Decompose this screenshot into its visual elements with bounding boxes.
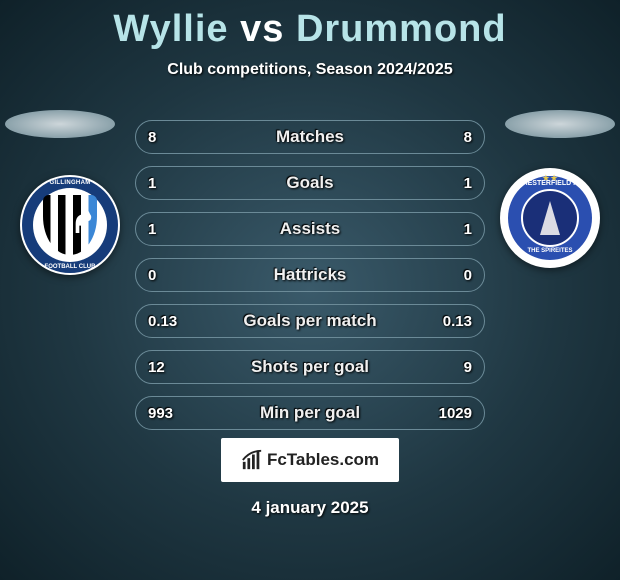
vs-text: vs	[240, 8, 284, 50]
fctables-watermark: FcTables.com	[221, 438, 399, 482]
stat-label: Assists	[208, 219, 412, 239]
stat-row: 0.13 Goals per match 0.13	[135, 304, 485, 338]
stat-row: 993 Min per goal 1029	[135, 396, 485, 430]
stat-label: Hattricks	[208, 265, 412, 285]
player1-name: Wyllie	[113, 8, 228, 50]
stat-left-value: 1	[148, 221, 208, 238]
stat-label: Goals	[208, 173, 412, 193]
stat-right-value: 1029	[412, 405, 472, 422]
spire-icon	[540, 201, 560, 235]
horse-icon	[72, 209, 94, 235]
right-club-crest: ★★ CHESTERFIELD FC THE SPIREITES	[500, 168, 600, 268]
gillingham-badge: GILLINGHAM FOOTBALL CLUB	[22, 177, 118, 273]
chesterfield-badge: ★★ CHESTERFIELD FC THE SPIREITES	[505, 173, 595, 263]
stat-left-value: 0.13	[148, 313, 208, 330]
comparison-title: Wyllie vs Drummond	[0, 0, 620, 51]
fctables-text: FcTables.com	[267, 450, 379, 470]
stat-label: Min per goal	[208, 403, 412, 423]
season-subtitle: Club competitions, Season 2024/2025	[0, 61, 620, 79]
stat-row: 1 Goals 1	[135, 166, 485, 200]
fctables-logo-icon	[241, 449, 263, 471]
stat-right-value: 8	[412, 129, 472, 146]
stat-row: 8 Matches 8	[135, 120, 485, 154]
stat-row: 12 Shots per goal 9	[135, 350, 485, 384]
right-platform	[505, 110, 615, 138]
stat-left-value: 12	[148, 359, 208, 376]
stat-right-value: 9	[412, 359, 472, 376]
stat-label: Shots per goal	[208, 357, 412, 377]
stat-left-value: 1	[148, 175, 208, 192]
gillingham-shield	[43, 195, 97, 255]
crest-bottom-text: THE SPIREITES	[508, 248, 592, 254]
crest-bottom-text: FOOTBALL CLUB	[22, 264, 118, 270]
left-club-crest: GILLINGHAM FOOTBALL CLUB	[20, 175, 120, 275]
stat-right-value: 0.13	[412, 313, 472, 330]
left-platform	[5, 110, 115, 138]
crest-top-text: GILLINGHAM	[22, 180, 118, 186]
stat-left-value: 993	[148, 405, 208, 422]
stat-right-value: 1	[412, 221, 472, 238]
stats-table: 8 Matches 8 1 Goals 1 1 Assists 1 0 Hatt…	[135, 120, 485, 442]
stat-left-value: 0	[148, 267, 208, 284]
stat-label: Goals per match	[208, 311, 412, 331]
stat-label: Matches	[208, 127, 412, 147]
crest-top-text: CHESTERFIELD FC	[508, 180, 592, 187]
date-text: 4 january 2025	[0, 498, 620, 518]
stat-left-value: 8	[148, 129, 208, 146]
stat-right-value: 0	[412, 267, 472, 284]
stat-row: 0 Hattricks 0	[135, 258, 485, 292]
stat-right-value: 1	[412, 175, 472, 192]
player2-name: Drummond	[296, 8, 507, 50]
stat-row: 1 Assists 1	[135, 212, 485, 246]
